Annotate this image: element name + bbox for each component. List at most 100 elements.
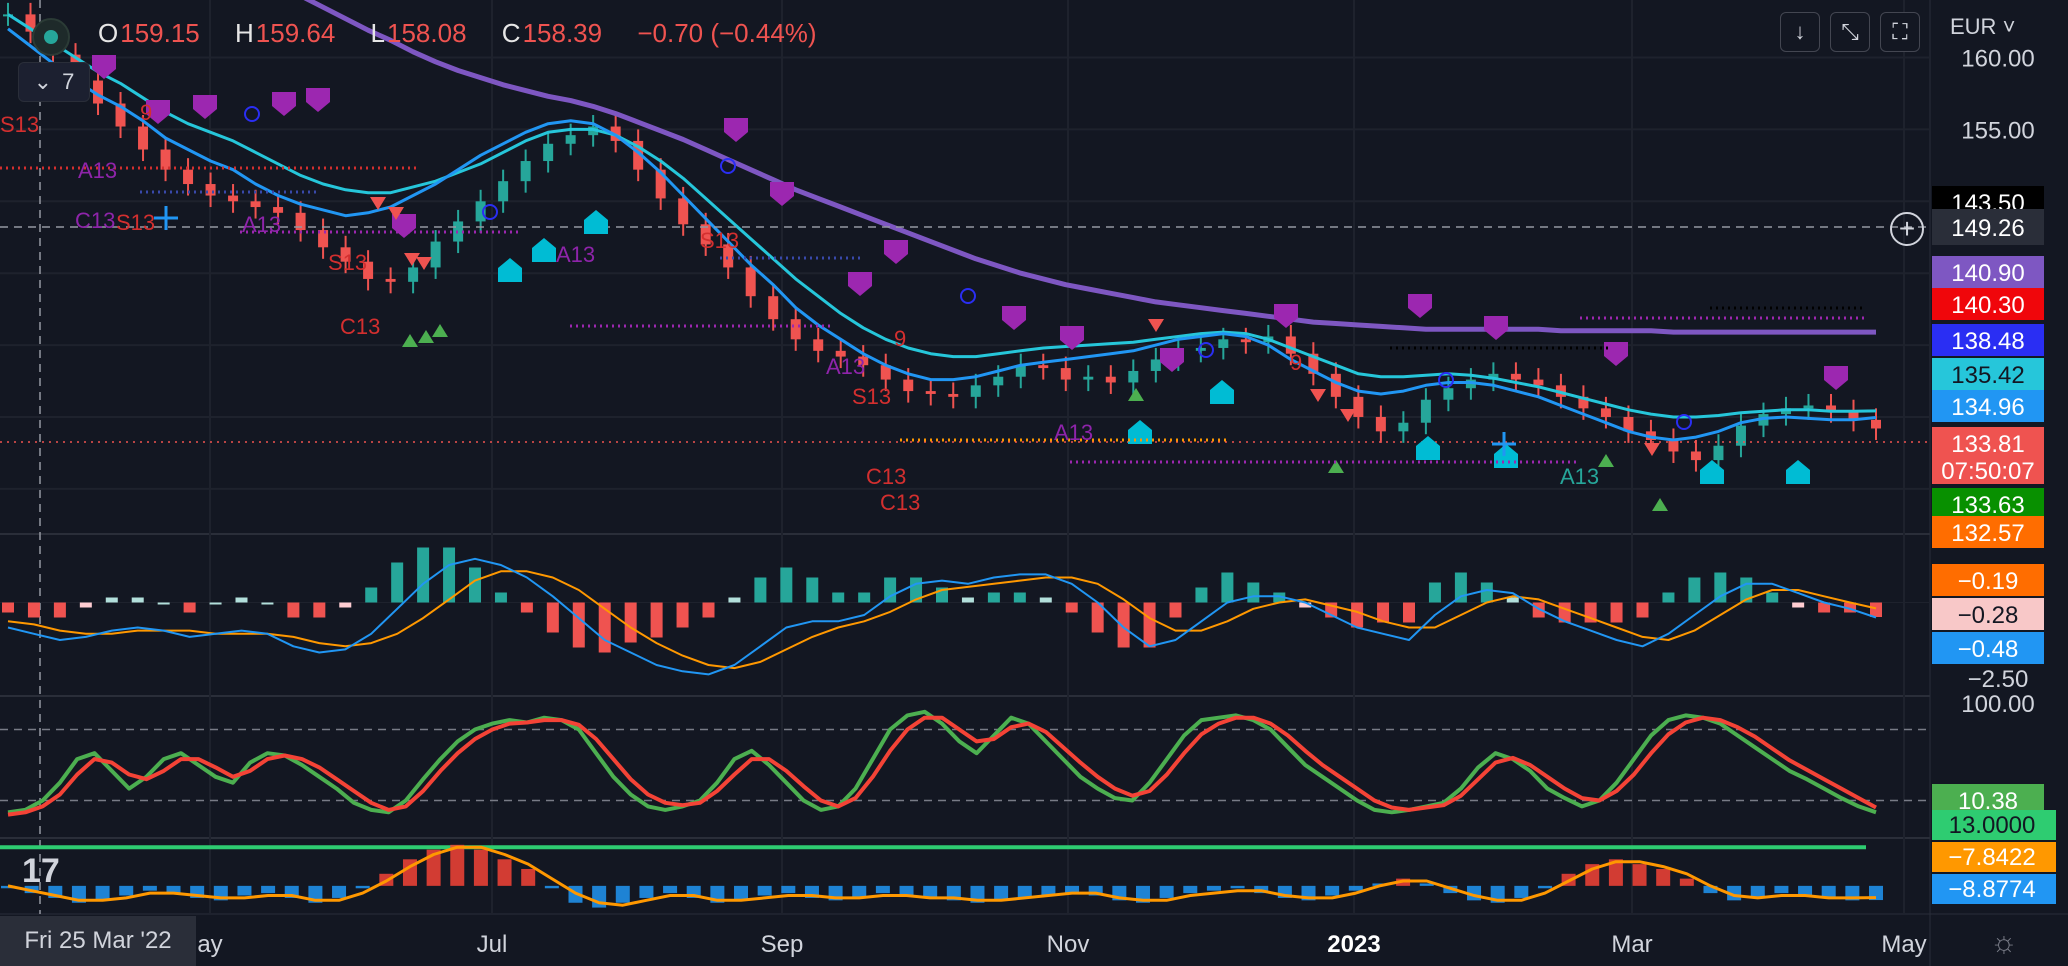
price-label-text: 140.90 [1951, 260, 2024, 287]
purple-shield-marker [1160, 348, 1184, 372]
price-label-bg [1932, 324, 2044, 356]
macd-histogram-bar [469, 567, 481, 603]
collapse-button[interactable]: ⤡ [1830, 12, 1870, 52]
buy-triangle-marker [1328, 460, 1344, 473]
macd-histogram-bar [1610, 602, 1623, 623]
candle-body [1420, 399, 1431, 423]
macd-histogram-bar [1039, 597, 1052, 603]
candle-body [835, 350, 846, 357]
candle-body [1848, 411, 1859, 420]
legend-toggle-button[interactable]: ⌄ 7 [18, 62, 90, 102]
candle-body [925, 391, 936, 394]
macd-histogram-bar [261, 602, 274, 605]
macd-histogram-bar [1688, 577, 1701, 603]
candle-body [363, 261, 374, 279]
macd-histogram-bar [754, 577, 767, 603]
ema-cross-marker [482, 204, 498, 220]
oscillator-histogram-bar [1514, 885, 1529, 898]
crosshair-date-label: Fri 25 Mar '22 [0, 916, 196, 966]
macd-label-text: −0.19 [1958, 568, 2019, 595]
candle-body [1308, 353, 1319, 374]
macd-histogram-bar [1792, 602, 1805, 608]
macd-histogram-bar [1766, 592, 1779, 603]
candle-body [385, 278, 396, 282]
time-axis-label: May [1881, 931, 1926, 958]
macd-histogram-bar [339, 602, 352, 608]
candle-body [858, 356, 869, 366]
oscillator-histogram-bar [1821, 885, 1836, 898]
cyan-shield-marker [1700, 460, 1724, 484]
candle-body [1578, 396, 1589, 409]
macd-histogram-bar [546, 602, 559, 633]
oscillator-label-bg [1932, 842, 2056, 872]
sequence-marker-label: C13 [866, 464, 906, 489]
chevron-down-icon: ⌄ [33, 69, 53, 94]
price-label-bg [1932, 390, 2044, 422]
sell-triangle-marker [416, 257, 432, 270]
chevron-down-icon: ˅ [1996, 14, 2016, 39]
low-label: L [370, 18, 386, 48]
macd-histogram-bar [183, 602, 196, 613]
price-tick-label: 160.00 [1961, 46, 2034, 73]
cyan-shield-marker [1494, 444, 1518, 468]
candle-body [1735, 425, 1746, 446]
ema-cross-marker [720, 158, 736, 174]
macd-histogram-bar [209, 602, 222, 605]
macd-histogram-bar [1506, 597, 1519, 603]
macd-histogram-bar [1247, 582, 1260, 603]
purple-shield-marker [306, 88, 330, 112]
macd-histogram-bar [961, 597, 974, 603]
candle-body [1060, 368, 1071, 380]
scroll-down-button[interactable]: ↓ [1780, 12, 1820, 52]
currency-selector[interactable]: EUR ˅ [1950, 14, 2015, 40]
candle-body [655, 169, 666, 199]
oscillator-histogram-bar [1041, 885, 1056, 896]
sequence-marker-label: A13 [1560, 464, 1599, 489]
candle-body [543, 143, 554, 162]
oscillator-histogram-bar [1537, 885, 1552, 889]
macd-histogram-bar [1091, 602, 1104, 633]
macd-label-text: −0.28 [1958, 602, 2019, 629]
ema-slow-line [303, 0, 1876, 335]
macd-histogram-bar [287, 602, 300, 618]
buy-triangle-marker [402, 334, 418, 347]
candle-body [1105, 376, 1116, 383]
sequence-marker-label: A13 [826, 354, 865, 379]
oscillator-histogram-bar [639, 885, 654, 898]
time-axis-label: Sep [761, 931, 804, 958]
oscillator-label-text: 13.0000 [1949, 812, 2036, 839]
candle-body [273, 207, 284, 213]
add-alert-button[interactable]: + [1890, 212, 1924, 246]
sell-triangle-marker [1644, 443, 1660, 456]
macd-histogram-bar [1714, 572, 1727, 603]
oscillator-signal-line [7, 845, 1877, 907]
sequence-marker-label: S13 [328, 250, 367, 275]
ema-cross-marker [1438, 372, 1454, 388]
candle-body [1285, 336, 1296, 354]
oscillator-histogram-bar [615, 885, 630, 903]
candle-body [768, 296, 779, 320]
candle-body [1600, 408, 1611, 417]
macd-histogram-bar [1636, 602, 1649, 618]
cyan-shield-marker [1128, 420, 1152, 444]
crosshair-price-bg [1932, 209, 2044, 245]
sequence-marker-label: C13 [75, 208, 115, 233]
maximize-button[interactable]: ⛶ [1880, 12, 1920, 52]
candle-body [1443, 388, 1454, 400]
price-label-text: 133.81 [1951, 431, 2024, 458]
oscillator-histogram-bar [544, 885, 559, 889]
gear-icon[interactable]: ☼ [1990, 926, 2018, 959]
purple-shield-marker [884, 240, 908, 264]
purple-shield-marker [848, 272, 872, 296]
oscillator-histogram-bar [355, 885, 370, 889]
candle-body [948, 393, 959, 397]
sequence-marker-label: C13 [340, 314, 380, 339]
oscillator-histogram-bar [95, 885, 110, 901]
candle-body [205, 184, 216, 196]
purple-shield-marker [1060, 326, 1084, 350]
macd-histogram-bar [1169, 602, 1182, 618]
candle-body [678, 198, 689, 225]
macd-histogram-bar [858, 592, 871, 603]
macd-histogram-bar [53, 602, 66, 618]
